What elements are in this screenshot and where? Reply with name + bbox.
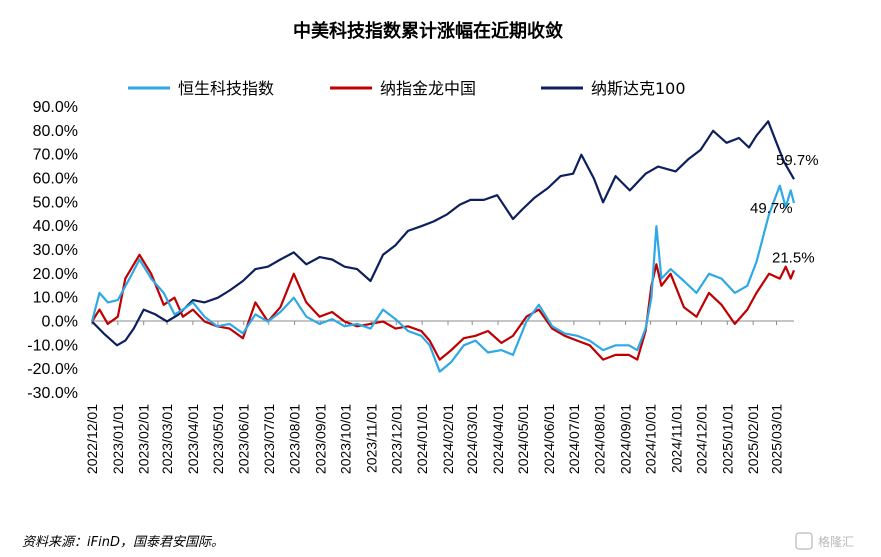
legend-label: 纳指金龙中国 [380, 79, 476, 98]
x-tick-label: 2024/09/01 [618, 404, 634, 474]
source-note: 资料来源：iFinD，国泰君安国际。 [22, 535, 224, 550]
x-tick-label: 2022/12/01 [84, 404, 100, 474]
x-tick-label: 2023/02/01 [136, 404, 152, 474]
x-tick-label: 2024/04/01 [490, 404, 506, 474]
data-labels: 49.7% 21.5% 59.7% [750, 152, 819, 266]
x-tick-label: 2024/11/01 [668, 404, 684, 473]
x-tick-label: 2024/01/01 [414, 404, 430, 474]
x-tick-label: 2024/05/01 [515, 404, 531, 474]
x-tick-label: 2023/11/01 [363, 404, 379, 473]
chart-title: 中美科技指数累计涨幅在近期收敛 [293, 20, 563, 42]
x-tick-label: 2023/06/01 [236, 404, 252, 474]
x-tick-label: 2025/02/01 [745, 404, 761, 474]
y-tick-label: 10.0% [33, 290, 78, 307]
x-tick-label: 2025/01/01 [719, 404, 735, 474]
x-tick-label: 2024/12/01 [693, 404, 709, 474]
series-line-1 [90, 184, 796, 373]
x-tick-label: 2024/06/01 [541, 404, 557, 474]
y-axis: 90.0% 80.0% 70.0% 60.0% 50.0% 40.0% 30.0% 20.0%… [27, 99, 78, 402]
y-tick-label: 90.0% [33, 99, 78, 116]
y-tick-label: 40.0% [33, 218, 78, 235]
watermark-logo [795, 532, 813, 550]
y-tick-label: 30.0% [33, 242, 78, 259]
legend-label: 恒生科技指数 [178, 79, 274, 98]
x-tick-label: 2023/12/01 [388, 404, 404, 474]
legend: 恒生科技指数 纳指金龙中国 纳斯达克100 [128, 79, 686, 98]
end-value-label: 49.7% [750, 200, 793, 217]
x-tick-label: 2023/05/01 [210, 404, 226, 474]
x-tick-label: 2024/02/01 [440, 404, 456, 474]
y-tick-label: 70.0% [33, 147, 78, 164]
x-tick-label: 2023/01/01 [110, 404, 126, 474]
x-tick-label: 2023/03/01 [159, 404, 175, 474]
x-tick-label: 2024/10/01 [643, 404, 659, 474]
y-tick-label: 20.0% [33, 266, 78, 283]
series-line-3 [91, 120, 795, 347]
y-tick-label: 50.0% [33, 194, 78, 211]
watermark-text: 格隆汇 [818, 534, 854, 549]
x-tick-label: 2023/04/01 [185, 404, 201, 474]
x-tick-label: 2024/08/01 [592, 404, 608, 474]
x-axis: 2022/12/01 2023/01/01 2023/02/01 2023/03/01… [84, 321, 784, 474]
y-tick-label: -10.0% [27, 337, 78, 354]
x-tick-label: 2025/03/01 [768, 404, 784, 474]
x-tick-label: 2023/10/01 [337, 404, 353, 474]
x-tick-label: 2024/03/01 [464, 404, 480, 474]
y-tick-label: -30.0% [27, 385, 78, 402]
y-tick-label: 80.0% [33, 123, 78, 140]
watermark: 格隆汇 [795, 532, 854, 550]
y-tick-label: 60.0% [33, 171, 78, 188]
series-group [90, 120, 796, 373]
y-tick-label: -20.0% [27, 361, 78, 378]
x-tick-label: 2023/09/01 [312, 404, 328, 474]
x-tick-label: 2024/07/01 [566, 404, 582, 474]
end-value-label: 21.5% [772, 249, 815, 266]
legend-label: 纳斯达克100 [591, 79, 686, 98]
y-tick-label: 0.0% [42, 314, 78, 331]
x-tick-label: 2023/08/01 [287, 404, 303, 474]
series-line-2 [91, 253, 796, 361]
end-value-label: 59.7% [776, 152, 819, 169]
x-tick-label: 2023/07/01 [261, 404, 277, 474]
